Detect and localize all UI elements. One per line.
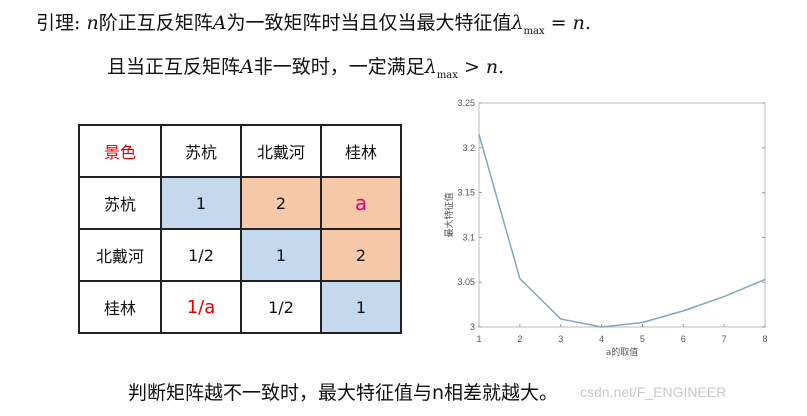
x-tick-label: 2 — [517, 334, 522, 344]
x-tick-label: 5 — [640, 334, 645, 344]
x-tick-label: 4 — [599, 334, 604, 344]
t: 阶正互反矩阵 — [98, 12, 213, 34]
x-tick-label: 1 — [476, 334, 481, 344]
cell: 2 — [240, 176, 322, 230]
y-axis-label: 最大特征值 — [443, 192, 455, 237]
lemma-line-1: 引理: n阶正互反矩阵A为一致矩阵时当且仅当最大特征值λmax = n. — [36, 8, 591, 37]
lemma-line-2: 且当正互反矩阵A非一致时，一定满足λmax > n. — [107, 52, 504, 81]
x-tick-label: 3 — [558, 334, 563, 344]
y-tick-label: 3.2 — [462, 143, 475, 153]
x-tick-label: 7 — [722, 334, 727, 344]
cell: 1 — [240, 228, 322, 282]
y-tick-label: 3.15 — [457, 188, 475, 198]
x-tick-label: 6 — [681, 334, 686, 344]
row-label: 桂林 — [78, 280, 162, 334]
t: 非一致时，一定满足 — [253, 56, 425, 78]
y-tick-label: 3.25 — [457, 98, 475, 108]
a-var: A — [212, 12, 227, 34]
cell: 1 — [320, 280, 402, 334]
header-cell: 桂林 — [320, 124, 402, 178]
cell: 1 — [160, 176, 242, 230]
t: 且当正互反矩阵 — [107, 56, 241, 78]
cell: 1/2 — [240, 280, 322, 334]
lambda: λ — [511, 12, 524, 34]
max-sub: max — [523, 25, 545, 37]
x-axis-label: a的取值 — [606, 346, 639, 358]
y-tick-label: 3.05 — [457, 277, 475, 287]
t: = n. — [544, 12, 591, 34]
x-tick-label: 8 — [762, 334, 767, 344]
header-cell: 苏杭 — [160, 124, 242, 178]
lemma-label: 引理: — [36, 12, 87, 34]
row-label: 苏杭 — [78, 176, 162, 230]
watermark: csdn.net/F_ENGINEER — [580, 384, 727, 400]
row-label: 北戴河 — [78, 228, 162, 282]
cell: 2 — [320, 228, 402, 282]
header-cell: 北戴河 — [240, 124, 322, 178]
max-sub: max — [436, 69, 458, 81]
plot-frame — [478, 102, 766, 328]
conclusion-text: 判断矩阵越不一致时，最大特征值与n相差就越大。 — [128, 382, 559, 404]
n-var: n — [86, 12, 99, 34]
t: > n. — [457, 56, 505, 78]
lambda: λ — [424, 56, 437, 78]
y-tick-label: 3 — [470, 322, 475, 332]
y-tick-label: 3.1 — [462, 232, 475, 242]
header-cell: 景色 — [78, 124, 162, 178]
cell: 1/a — [160, 280, 242, 334]
series-line — [478, 134, 766, 328]
comparison-matrix: 景色 苏杭 北戴河 桂林 苏杭 1 2 a 北戴河 1/2 1 2 桂林 1/a 1/2 1 — [78, 124, 402, 334]
cell: 1/2 — [160, 228, 242, 282]
a-var: A — [240, 56, 254, 78]
t: 为一致矩阵时当且仅当最大特征值 — [226, 12, 512, 34]
cell: a — [320, 176, 402, 230]
